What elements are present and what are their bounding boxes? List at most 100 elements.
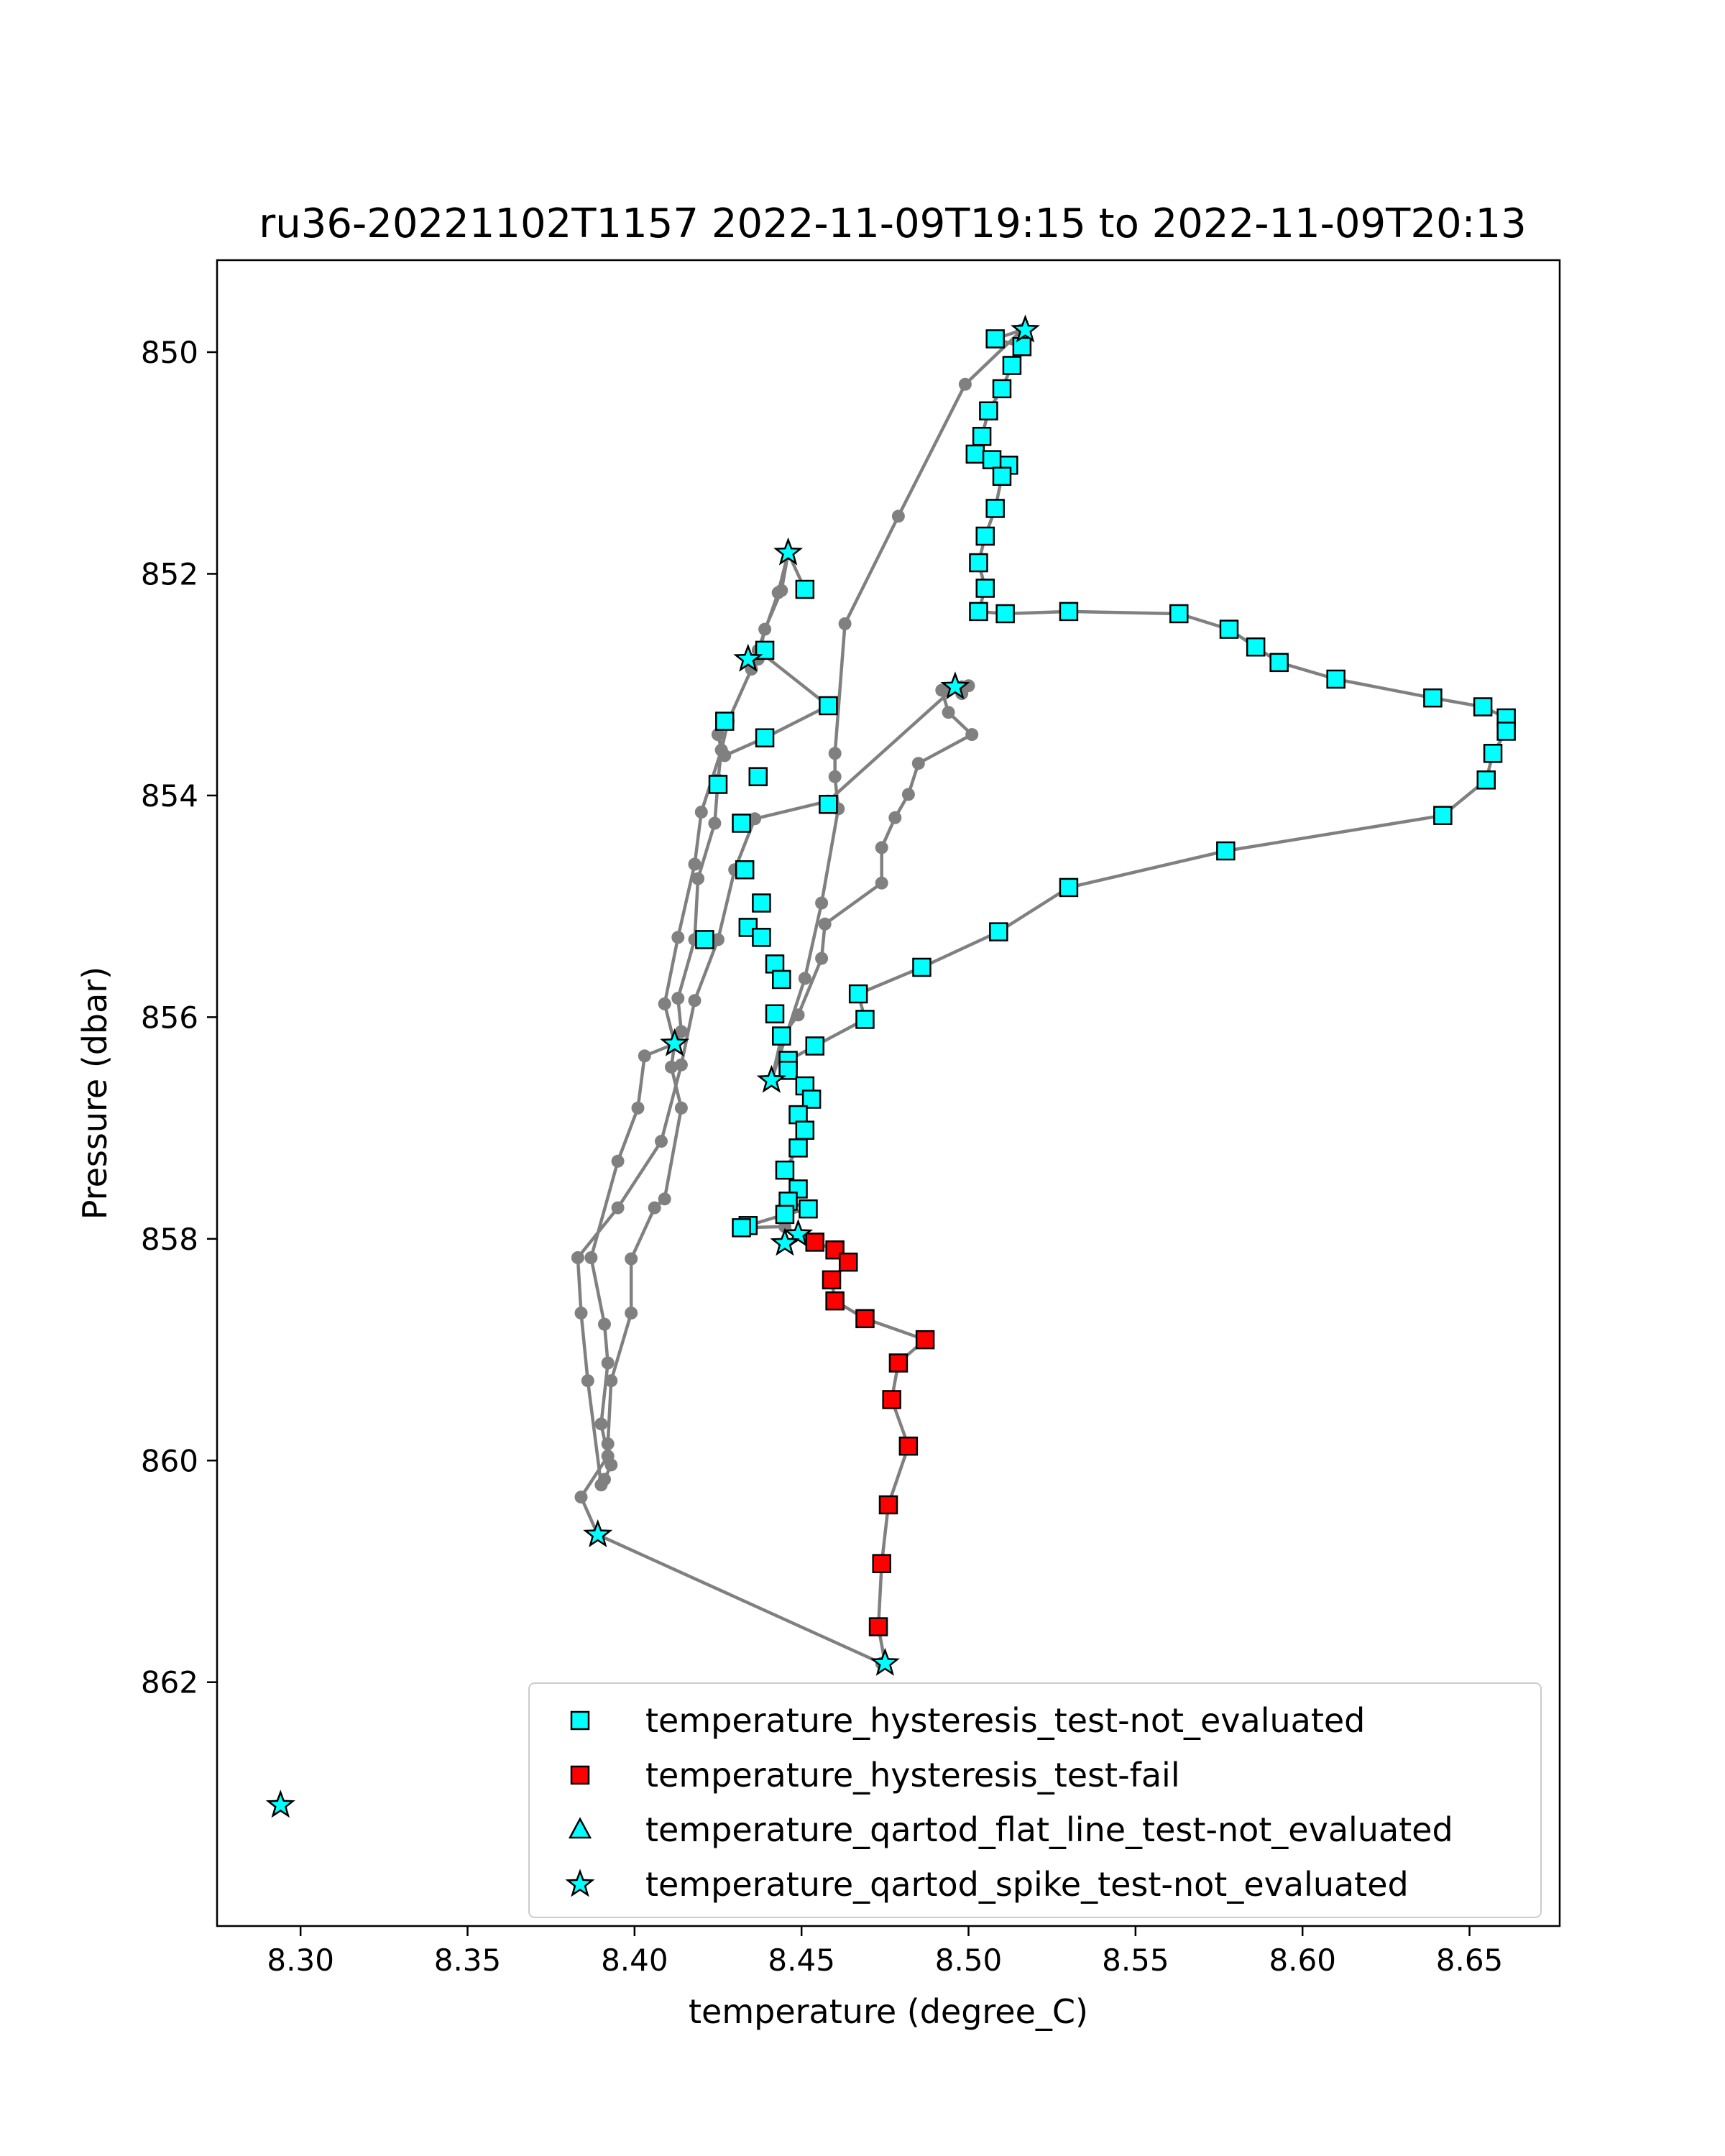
square-marker: [801, 1089, 822, 1109]
profile-point: [838, 617, 852, 630]
square-marker: [752, 928, 771, 947]
profile-point: [598, 1317, 611, 1331]
square-marker: [775, 1160, 795, 1180]
profile-point: [688, 994, 702, 1008]
square-marker: [878, 1495, 898, 1515]
square-marker: [732, 1218, 751, 1238]
square-marker: [965, 444, 985, 464]
y-tick-label: 850: [141, 335, 198, 370]
square-marker: [1012, 337, 1032, 356]
square-marker: [969, 553, 988, 573]
profile-point: [601, 1437, 615, 1451]
square-marker: [748, 767, 768, 786]
square-marker: [1059, 877, 1079, 898]
y-tick-label: 858: [141, 1222, 198, 1257]
square-marker: [735, 860, 755, 880]
profile-point: [888, 811, 902, 824]
square-marker: [775, 1204, 795, 1225]
profile-point: [712, 933, 724, 946]
profile-point: [638, 1049, 651, 1063]
profile-point: [815, 952, 829, 965]
profile-point: [694, 806, 708, 819]
square-marker: [805, 1233, 825, 1252]
y-tick-label: 856: [141, 1000, 198, 1035]
profile-point: [791, 1008, 805, 1022]
square-marker: [1246, 637, 1266, 657]
profile-point: [714, 743, 728, 757]
y-tick-label: 854: [141, 778, 198, 814]
square-marker: [972, 426, 992, 446]
square-marker: [848, 984, 868, 1004]
square-marker: [898, 1436, 919, 1456]
square-marker: [715, 711, 735, 731]
square-marker: [855, 1309, 875, 1329]
square-marker: [822, 1270, 842, 1290]
legend-triangle-icon: [568, 1817, 592, 1839]
square-marker: [1326, 669, 1346, 689]
square-marker: [788, 1179, 808, 1199]
profile-point: [611, 1201, 625, 1215]
y-tick-label: 862: [141, 1665, 198, 1700]
square-marker: [805, 1036, 825, 1056]
square-marker: [1269, 653, 1289, 673]
chart-title: ru36-20221102T1157 2022-11-09T19:15 to 2…: [259, 201, 1526, 247]
square-marker: [1476, 770, 1496, 790]
y-tick-label: 860: [141, 1443, 198, 1478]
star-marker: [583, 1519, 613, 1548]
profile-point: [828, 747, 842, 760]
profile-point: [581, 1374, 594, 1388]
profile-point: [574, 1307, 588, 1320]
profile-point: [625, 1252, 638, 1266]
profile-point: [775, 584, 788, 597]
square-marker: [995, 604, 1015, 624]
x-tick-label: 8.65: [1436, 1943, 1504, 1978]
legend: temperature_hysteresis_test-not_evaluate…: [528, 1682, 1542, 1918]
square-marker: [1169, 604, 1189, 624]
square-marker: [1496, 722, 1516, 741]
square-marker: [969, 602, 988, 622]
star-marker: [265, 1789, 295, 1818]
square-marker: [765, 954, 785, 974]
square-marker: [1002, 356, 1022, 375]
square-marker: [788, 1138, 808, 1158]
profile-point: [691, 872, 705, 885]
profile-point: [674, 1101, 688, 1115]
star-marker: [783, 1218, 814, 1248]
profile-point: [671, 992, 685, 1005]
profile-point: [665, 1060, 678, 1074]
profile-point: [631, 1101, 645, 1115]
profile-point: [658, 997, 671, 1010]
profile-point: [584, 1251, 598, 1264]
square-marker: [772, 1026, 791, 1046]
square-marker: [992, 466, 1012, 486]
star-marker: [940, 671, 970, 700]
square-marker: [819, 696, 838, 716]
profile-point: [891, 510, 905, 523]
square-marker: [1423, 688, 1443, 708]
square-marker: [975, 526, 995, 546]
profile-point: [965, 728, 979, 742]
profile-point: [671, 931, 685, 944]
square-marker: [982, 450, 1002, 469]
profile-point: [828, 770, 842, 783]
legend-label: temperature_hysteresis_test-not_evaluate…: [645, 1701, 1365, 1740]
profile-point: [688, 857, 702, 871]
y-tick-label: 852: [141, 556, 198, 591]
profile-point: [655, 1135, 668, 1148]
square-marker: [882, 1390, 901, 1409]
x-tick-label: 8.55: [1102, 1943, 1169, 1978]
square-marker: [799, 1199, 818, 1219]
square-marker: [1483, 744, 1503, 763]
square-marker: [872, 1554, 891, 1573]
square-marker: [912, 957, 932, 977]
profile-point: [798, 972, 811, 985]
marker-layer: [265, 314, 1516, 1818]
square-marker: [732, 814, 751, 833]
star-marker: [733, 643, 763, 672]
x-axis-label: temperature (degree_C): [689, 1992, 1088, 2031]
square-marker: [992, 379, 1012, 399]
square-marker: [979, 401, 998, 420]
square-marker: [1216, 841, 1236, 861]
square-marker: [838, 1252, 858, 1272]
square-marker: [795, 1120, 815, 1140]
